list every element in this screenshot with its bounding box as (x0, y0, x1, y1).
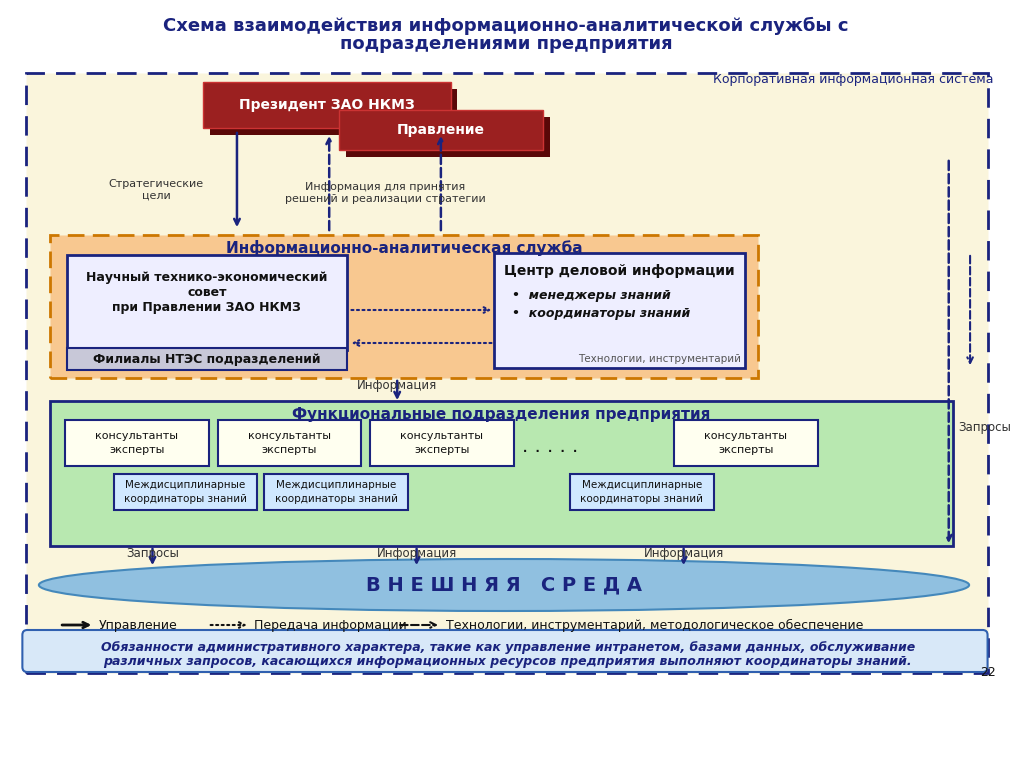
Text: Информация для принятия
решений и реализации стратегии: Информация для принятия решений и реализ… (285, 182, 486, 204)
Text: консультанты: консультанты (248, 431, 331, 441)
FancyBboxPatch shape (495, 253, 744, 368)
Text: Междисциплинарные: Междисциплинарные (582, 480, 702, 490)
FancyBboxPatch shape (114, 474, 257, 510)
FancyBboxPatch shape (370, 420, 514, 466)
FancyBboxPatch shape (570, 474, 714, 510)
FancyBboxPatch shape (346, 117, 550, 157)
Text: координаторы знаний: координаторы знаний (274, 494, 397, 504)
Text: консультанты: консультанты (705, 431, 787, 441)
Text: координаторы знаний: координаторы знаний (124, 494, 247, 504)
FancyBboxPatch shape (66, 420, 209, 466)
Text: Схема взаимодействия информационно-аналитической службы с: Схема взаимодействия информационно-анали… (163, 17, 849, 35)
Text: Центр деловой информации: Центр деловой информации (504, 264, 735, 278)
Text: . . . . .: . . . . . (522, 436, 579, 455)
FancyBboxPatch shape (264, 474, 408, 510)
Text: Информация: Информация (377, 547, 457, 560)
Text: подразделениями предприятия: подразделениями предприятия (340, 35, 672, 53)
Text: Правление: Правление (397, 123, 485, 137)
Text: Междисциплинарные: Междисциплинарные (275, 480, 396, 490)
Text: Технологии, инструментарий, методологическое обеспечение: Технологии, инструментарий, методологиче… (445, 618, 863, 631)
FancyBboxPatch shape (210, 89, 458, 135)
Text: Стратегические
цели: Стратегические цели (109, 179, 204, 200)
Text: Президент ЗАО НКМЗ: Президент ЗАО НКМЗ (239, 98, 415, 112)
Text: Обязанности административного характера, такие как управление интранетом, базами: Обязанности административного характера,… (100, 641, 915, 654)
Text: Корпоративная информационная система: Корпоративная информационная система (714, 74, 994, 87)
FancyBboxPatch shape (67, 348, 347, 370)
Text: Научный технико-экономический: Научный технико-экономический (86, 270, 328, 283)
FancyBboxPatch shape (674, 420, 817, 466)
Text: совет: совет (187, 286, 226, 299)
Text: •  координаторы знаний: • координаторы знаний (512, 306, 690, 319)
Text: Технологии, инструментарий: Технологии, инструментарий (578, 354, 741, 364)
Text: •  менеджеры знаний: • менеджеры знаний (512, 289, 671, 302)
FancyBboxPatch shape (27, 73, 987, 673)
FancyBboxPatch shape (217, 420, 361, 466)
Text: координаторы знаний: координаторы знаний (581, 494, 703, 504)
FancyBboxPatch shape (49, 401, 952, 546)
Text: Информация: Информация (357, 379, 437, 392)
Text: эксперты: эксперты (110, 445, 165, 455)
Text: Информационно-аналитическая служба: Информационно-аналитическая служба (225, 240, 583, 256)
FancyBboxPatch shape (67, 255, 347, 350)
Text: при Правлении ЗАО НКМЗ: при Правлении ЗАО НКМЗ (113, 300, 301, 313)
FancyBboxPatch shape (49, 235, 759, 378)
Ellipse shape (39, 559, 969, 611)
Text: Запросы: Запросы (126, 547, 179, 560)
FancyBboxPatch shape (339, 110, 543, 150)
Text: Управление: Управление (99, 618, 178, 631)
Text: эксперты: эксперты (718, 445, 773, 455)
Text: эксперты: эксперты (262, 445, 317, 455)
Text: консультанты: консультанты (95, 431, 178, 441)
Text: Междисциплинарные: Междисциплинарные (125, 480, 246, 490)
Text: Филиалы НТЭС подразделений: Филиалы НТЭС подразделений (93, 353, 321, 366)
Text: Передача информации: Передача информации (254, 618, 408, 631)
Text: 22: 22 (980, 666, 995, 678)
Text: различных запросов, касающихся информационных ресурсов предприятия выполняют коо: различных запросов, касающихся информаци… (103, 654, 912, 667)
Text: консультанты: консультанты (400, 431, 483, 441)
Text: В Н Е Ш Н Я Я   С Р Е Д А: В Н Е Ш Н Я Я С Р Е Д А (366, 575, 642, 594)
Text: Функциональные подразделения предприятия: Функциональные подразделения предприятия (292, 406, 711, 422)
FancyBboxPatch shape (203, 82, 451, 128)
FancyBboxPatch shape (23, 630, 987, 672)
Text: эксперты: эксперты (414, 445, 470, 455)
Text: Запросы: Запросы (958, 422, 1011, 435)
Text: Информация: Информация (643, 547, 724, 560)
